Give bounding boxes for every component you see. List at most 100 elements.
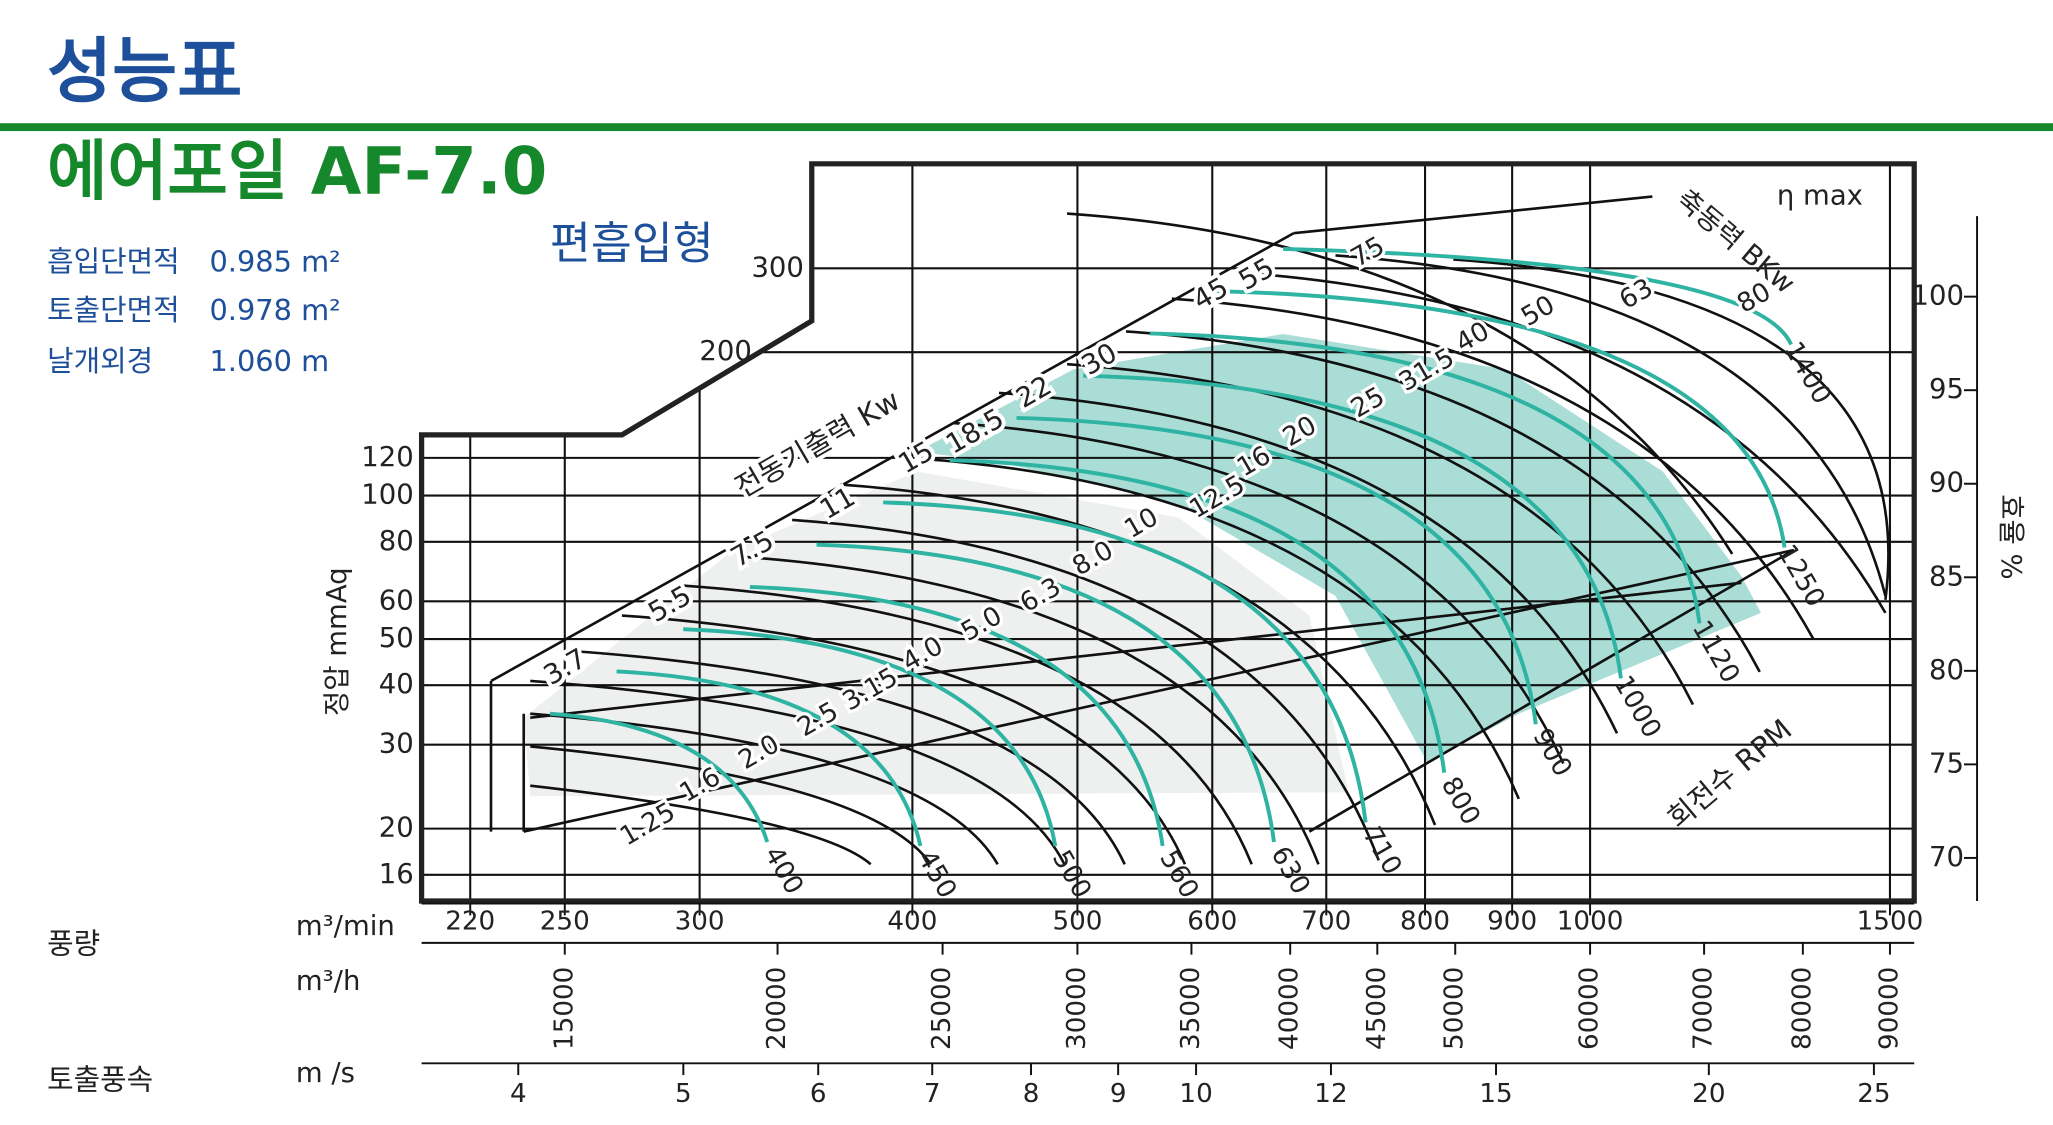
high-efficiency-area xyxy=(916,334,1762,763)
motor-label: 45 xyxy=(1187,271,1233,316)
axis-title: 토출풍속 xyxy=(47,1063,153,1097)
x-tick-label: 90000 xyxy=(1874,967,1904,1050)
bkw-curve xyxy=(1125,330,1761,673)
x-tick-label: 6 xyxy=(810,1079,827,1109)
bkw-curve xyxy=(916,457,1521,800)
x-tick-label: 7 xyxy=(924,1079,941,1109)
shade-area xyxy=(523,471,1349,797)
axis-unit: m³/min xyxy=(296,910,395,942)
x-tick-label: 250 xyxy=(540,906,590,936)
y-tick-label: 100 xyxy=(361,479,413,511)
x-tick-label: 1500 xyxy=(1857,906,1924,936)
motor-label: 15 xyxy=(893,435,939,480)
x-tick-label: 45000 xyxy=(1362,967,1392,1050)
rpm-curve xyxy=(1016,415,1538,725)
x-tick-label: 8 xyxy=(1023,1079,1040,1109)
y2-axis-title: 효율 % xyxy=(1995,494,2027,579)
spec-value: 0.985 m² xyxy=(209,244,340,278)
y-tick-label: 40 xyxy=(379,668,414,700)
y-tick-label: 50 xyxy=(379,622,414,654)
x-tick-label: 70000 xyxy=(1689,967,1719,1050)
x-tick-label: 12 xyxy=(1314,1079,1347,1109)
y-tick-label: 80 xyxy=(379,525,414,557)
model-title: 에어포일 AF-7.0 xyxy=(47,134,547,210)
x-tick-label: 600 xyxy=(1187,906,1237,936)
rpm-label: 630 xyxy=(1265,841,1316,899)
plot-frame xyxy=(418,161,1917,904)
motor-title: 전동기출력 Kw xyxy=(729,383,905,504)
rpm-label: 710 xyxy=(1356,822,1407,880)
rpm-label: 400 xyxy=(758,841,809,899)
x-tick-label: 900 xyxy=(1487,906,1537,936)
x-tick-label: 9 xyxy=(1110,1079,1127,1109)
x-tick-label: 220 xyxy=(445,906,495,936)
rpm-curve xyxy=(1149,331,1702,624)
guide-line xyxy=(530,581,1742,719)
x-tick-label: 80000 xyxy=(1787,967,1817,1050)
y2-tick-label: 90 xyxy=(1929,467,1964,499)
bkw-curve xyxy=(953,421,1565,765)
guide-line xyxy=(1293,195,1653,235)
rpm-curve xyxy=(949,458,1447,773)
x-tick-label: 300 xyxy=(675,906,725,936)
x-tick-label: 700 xyxy=(1301,906,1351,936)
spec-label: 날개외경 xyxy=(47,344,153,378)
spec-label: 흡입단면적 xyxy=(47,244,179,278)
page-title: 성능표 xyxy=(47,30,242,113)
bkw-curve xyxy=(1171,297,1815,640)
x-tick-label: 4 xyxy=(510,1079,527,1109)
x-tick-label: 25 xyxy=(1857,1079,1890,1109)
bkw-curve xyxy=(1453,258,1890,600)
x-tick-label: 800 xyxy=(1400,906,1450,936)
x-tick-label: 50000 xyxy=(1440,967,1470,1050)
x-tick-label: 10 xyxy=(1179,1079,1212,1109)
x-tick-label: 35000 xyxy=(1176,967,1206,1050)
rpm-label: 800 xyxy=(1435,772,1486,830)
y2-tick-label: 100 xyxy=(1911,280,1963,312)
rpm-curve xyxy=(683,627,1058,847)
x-tick-label: 400 xyxy=(887,906,937,936)
bkw-curve xyxy=(530,712,999,865)
bkw-curve xyxy=(1066,362,1695,706)
rpm-title: 회전수 RPM xyxy=(1661,712,1798,835)
y-tick-label: 200 xyxy=(699,335,751,367)
x-tick-label: 25000 xyxy=(927,967,957,1050)
x-tick-label: 20000 xyxy=(762,967,792,1050)
axis-unit: m /s xyxy=(296,1057,355,1089)
spec-value: 1.060 m xyxy=(209,344,329,378)
axis-title: 풍량 xyxy=(47,926,100,960)
bkw-curve xyxy=(621,614,1187,865)
rpm-curve xyxy=(749,584,1165,847)
rpm-curve xyxy=(816,542,1276,843)
y2-tick-label: 70 xyxy=(1929,841,1964,873)
bkw-curve xyxy=(792,518,1380,861)
rpm-label: 1400 xyxy=(1778,337,1837,410)
rpm-curve xyxy=(883,500,1368,823)
bkw-curve xyxy=(530,679,1066,865)
bkw-curve xyxy=(1237,271,1887,614)
axis-unit: m³/h xyxy=(296,965,360,997)
spec-label: 토출단면적 xyxy=(47,293,179,327)
y-tick-label: 16 xyxy=(379,858,414,890)
y2-tick-label: 95 xyxy=(1929,373,1964,405)
y-tick-label: 60 xyxy=(379,584,414,616)
rpm-curve xyxy=(616,669,923,847)
rpm-label: 900 xyxy=(1526,724,1577,782)
eta-label: η max xyxy=(1777,180,1863,212)
y2-tick-label: 85 xyxy=(1929,560,1964,592)
guide-line xyxy=(490,232,1295,683)
rpm-curve xyxy=(1283,246,1793,346)
rpm-curve xyxy=(549,711,770,843)
x-tick-label: 5 xyxy=(675,1079,692,1109)
x-tick-label: 1000 xyxy=(1557,906,1624,936)
rpm-label: 1120 xyxy=(1686,616,1745,689)
x-tick-label: 15000 xyxy=(549,967,579,1050)
bkw-curve xyxy=(998,391,1619,734)
y-axis-title: 정압 mmAq xyxy=(321,567,353,716)
spec-value: 0.978 m² xyxy=(209,293,340,327)
y-tick-label: 20 xyxy=(379,812,414,844)
x-tick-label: 500 xyxy=(1052,906,1102,936)
x-tick-label: 30000 xyxy=(1062,967,1092,1050)
y2-tick-label: 75 xyxy=(1929,747,1964,779)
